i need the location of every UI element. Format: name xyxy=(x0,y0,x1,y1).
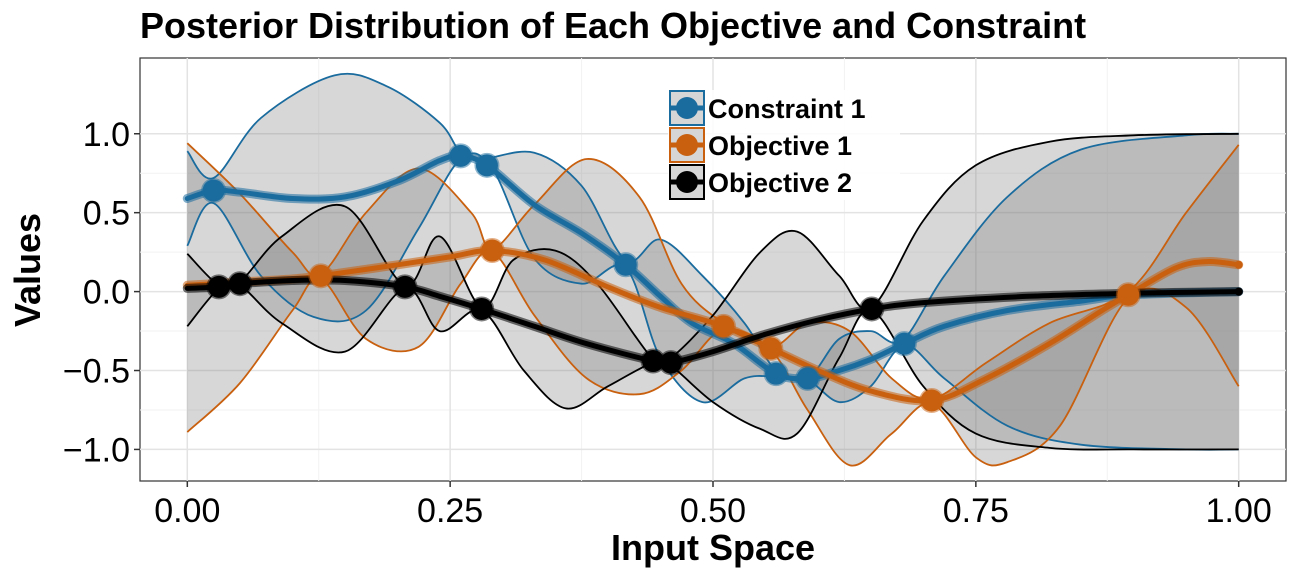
observation-point xyxy=(227,271,253,297)
observation-point xyxy=(859,296,885,322)
legend-background xyxy=(668,90,900,200)
band-fill xyxy=(187,73,1239,450)
x-tick-label: 0.50 xyxy=(680,492,746,530)
y-tick-label: −0.5 xyxy=(63,353,130,391)
observation-point xyxy=(763,361,789,387)
observation-point xyxy=(479,238,505,264)
legend-key-point xyxy=(676,171,698,193)
chart-title: Posterior Distribution of Each Objective… xyxy=(140,5,1086,46)
mean-line xyxy=(184,248,1242,404)
observation-point xyxy=(469,296,495,322)
legend-label: Constraint 1 xyxy=(708,94,866,124)
observation-point xyxy=(308,263,334,289)
observation-point xyxy=(919,388,945,414)
legend: Constraint 1 Objective 1 Objective 2 xyxy=(668,90,900,200)
observation-point xyxy=(392,274,418,300)
y-tick-label: −1.0 xyxy=(63,431,130,469)
band-upper-line xyxy=(186,72,1239,382)
observation-point xyxy=(795,365,821,391)
observation-point xyxy=(658,350,684,376)
band-upper-line xyxy=(186,142,1240,401)
y-tick-label: 0.0 xyxy=(83,274,130,312)
mean-line-end xyxy=(1234,287,1243,296)
x-axis-ticks: 0.00 0.25 0.50 0.75 1.00 xyxy=(154,481,1272,530)
y-axis-title: Values xyxy=(7,213,48,327)
observation-point xyxy=(1115,282,1141,308)
y-tick-label: 0.5 xyxy=(83,195,130,233)
y-tick-label: 1.0 xyxy=(83,116,130,154)
legend-key-point xyxy=(676,134,698,156)
observation-point xyxy=(758,335,784,361)
mean-line xyxy=(184,153,1242,382)
x-tick-label: 1.00 xyxy=(1206,492,1272,530)
observation-points xyxy=(201,143,1141,414)
x-tick-label: 0.75 xyxy=(943,492,1009,530)
legend-label: Objective 2 xyxy=(708,168,852,198)
observation-point xyxy=(474,152,500,178)
observation-point xyxy=(711,313,737,339)
legend-key-point xyxy=(676,97,698,119)
observation-point xyxy=(448,143,474,169)
x-tick-label: 0.00 xyxy=(154,492,220,530)
mean-line-end xyxy=(1234,260,1243,269)
observation-point xyxy=(206,274,232,300)
x-tick-label: 0.25 xyxy=(417,492,483,530)
y-axis-ticks: −1.0 −0.5 0.0 0.5 1.0 xyxy=(63,116,140,469)
legend-label: Objective 1 xyxy=(708,131,852,161)
observation-point xyxy=(613,252,639,278)
observation-point xyxy=(201,178,227,204)
x-axis-title: Input Space xyxy=(611,527,815,568)
observation-point xyxy=(891,331,917,357)
